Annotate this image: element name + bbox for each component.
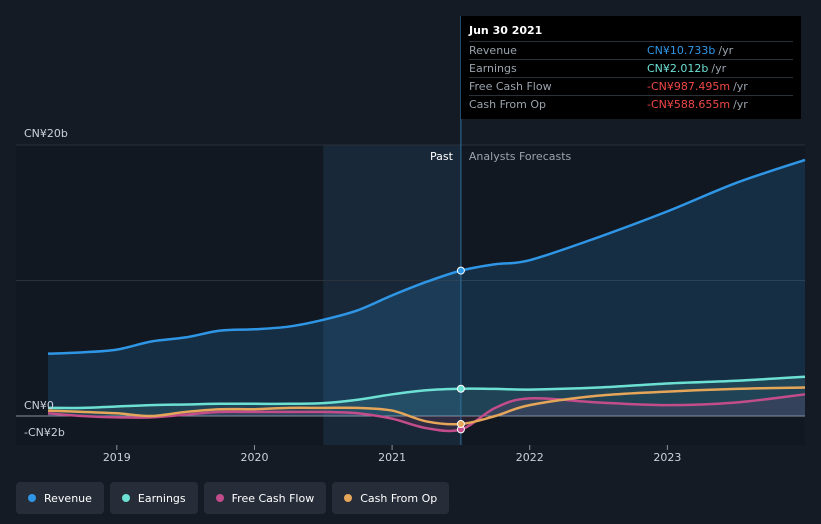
cash-from-op-dot-icon	[344, 494, 353, 502]
legend-item-free-cash-flow[interactable]: Free Cash Flow	[203, 482, 327, 514]
revenue-dot-icon	[28, 494, 36, 502]
legend-label: Earnings	[137, 491, 186, 505]
y-axis-label: -CN¥2b	[24, 426, 65, 439]
y-axis-label: CN¥20b	[24, 127, 68, 140]
series-lines	[47, 158, 806, 433]
y-axis: CN¥20b CN¥0 -CN¥2b	[24, 127, 68, 439]
x-axis: 2019 2020 2021 2022 2023	[103, 445, 681, 464]
tooltip-row-cash-from-op: Cash From Op -CN¥588.655m /yr	[469, 96, 793, 113]
tooltip-value: CN¥10.733b	[647, 44, 716, 57]
legend-item-cash-from-op[interactable]: Cash From Op	[332, 482, 450, 514]
revenue-line	[47, 158, 806, 355]
cash-from-op-marker	[456, 419, 465, 428]
x-tick-label: 2020	[240, 451, 268, 464]
tooltip-row-earnings: Earnings CN¥2.012b /yr	[469, 60, 793, 78]
forecast-label: Analysts Forecasts	[469, 150, 572, 163]
y-axis-label: CN¥0	[24, 399, 54, 412]
x-tick-label: 2022	[516, 451, 544, 464]
cash-from-op-line	[47, 386, 806, 426]
legend-item-earnings[interactable]: Earnings	[109, 482, 198, 514]
tooltip-row-free-cash-flow: Free Cash Flow -CN¥987.495m /yr	[469, 78, 793, 96]
earnings-line	[47, 375, 806, 410]
tooltip-value: -CN¥588.655m	[647, 98, 731, 111]
legend-label: Revenue	[44, 491, 92, 505]
tooltip-unit: /yr	[711, 62, 727, 75]
revenue-marker	[456, 266, 465, 275]
tooltip-row-revenue: Revenue CN¥10.733b /yr	[469, 42, 793, 60]
x-tick-label: 2019	[103, 451, 131, 464]
revenue-area	[48, 159, 805, 416]
past-label: Past	[430, 150, 454, 163]
tooltip-label: Cash From Op	[469, 98, 547, 111]
earnings-dot-icon	[121, 494, 130, 502]
legend-label: Cash From Op	[360, 491, 438, 505]
tooltip-label: Earnings	[469, 62, 517, 75]
legend: Revenue Earnings Free Cash Flow Cash Fro…	[16, 482, 450, 514]
x-tick-label: 2021	[378, 451, 406, 464]
x-tick-label: 2023	[653, 451, 681, 464]
tooltip-label: Free Cash Flow	[469, 80, 552, 93]
tooltip-unit: /yr	[733, 98, 748, 111]
tooltip-unit: /yr	[733, 80, 748, 93]
tooltip-label: Revenue	[469, 44, 517, 57]
tooltip: Jun 30 2021 Revenue CN¥10.733b /yr Earni…	[461, 16, 801, 119]
earnings-marker	[456, 384, 465, 393]
tooltip-markers	[456, 266, 465, 434]
legend-item-revenue[interactable]: Revenue	[16, 482, 104, 514]
earnings-area	[48, 376, 805, 416]
tooltip-value: CN¥2.012b	[647, 62, 709, 75]
legend-label: Free Cash Flow	[231, 491, 315, 505]
tooltip-value: -CN¥987.495m	[647, 80, 731, 93]
tooltip-date: Jun 30 2021	[469, 24, 793, 42]
free-cash-flow-line	[47, 393, 806, 433]
tooltip-unit: /yr	[718, 44, 734, 57]
free-cash-flow-dot-icon	[215, 494, 224, 502]
